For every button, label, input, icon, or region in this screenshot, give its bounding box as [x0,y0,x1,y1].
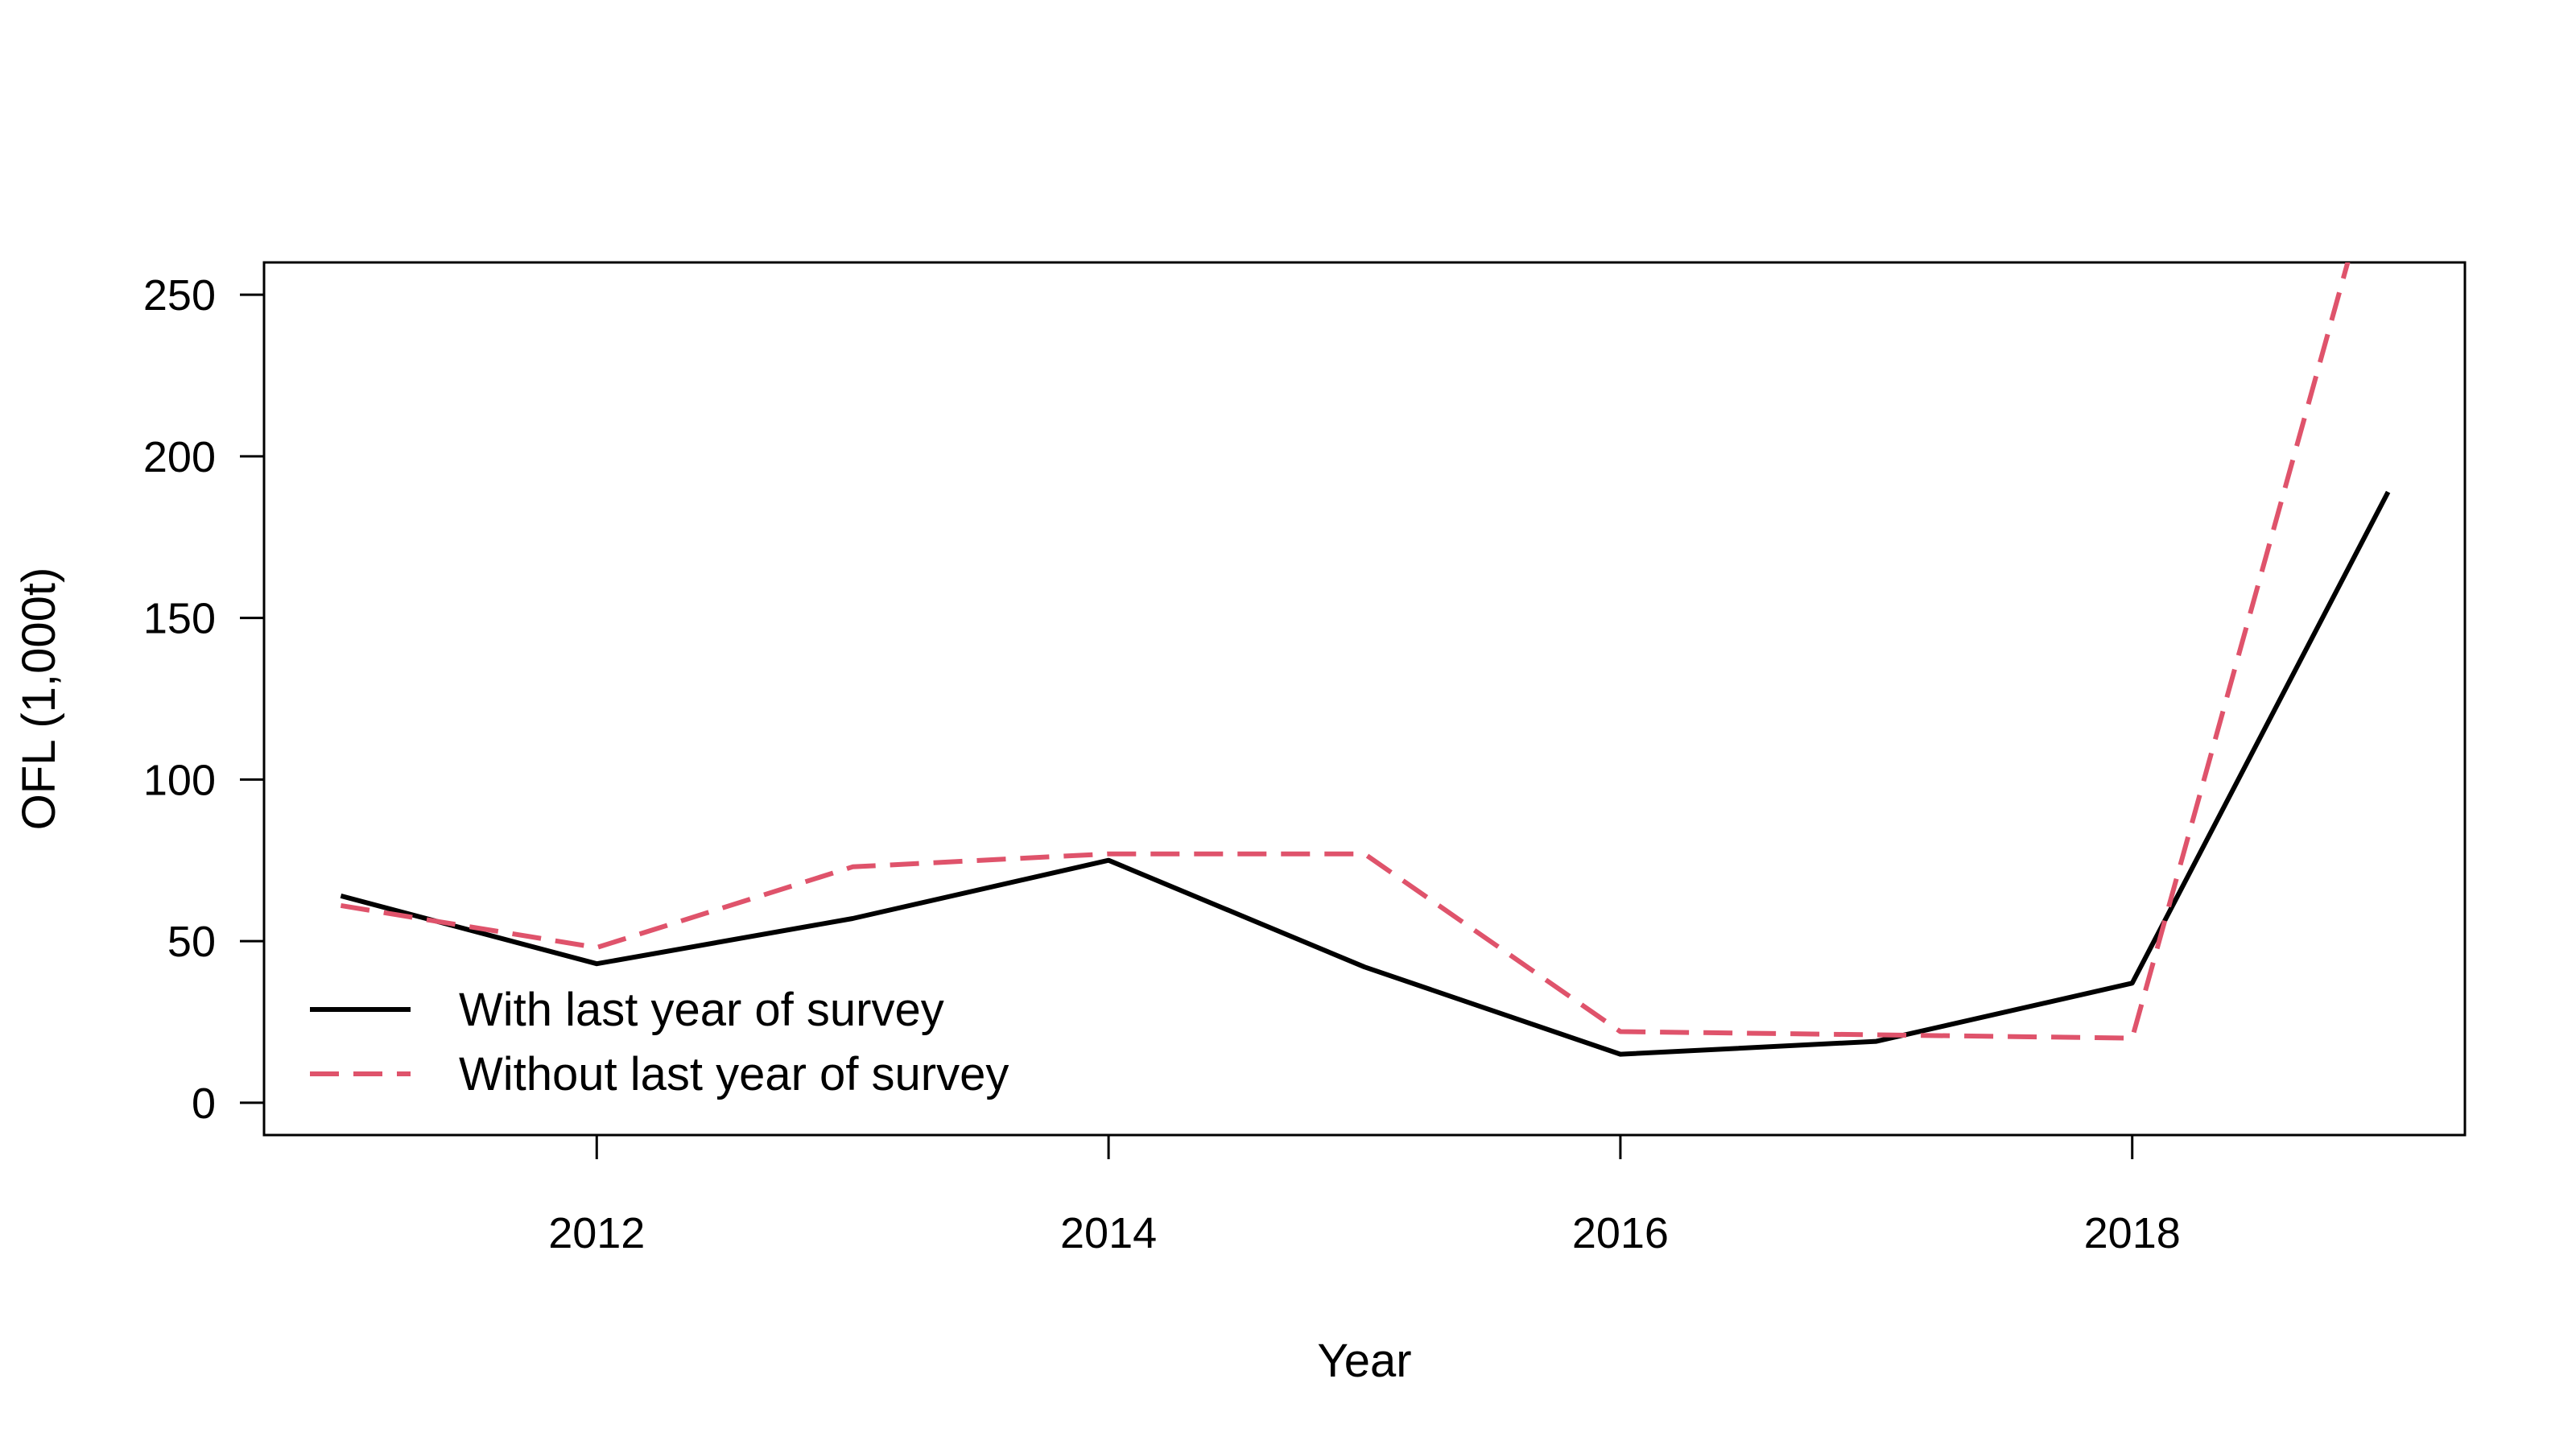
x-axis-title: Year [1317,1335,1411,1387]
series-layer [340,262,2391,1057]
y-tick-label: 50 [167,918,216,966]
legend: With last year of survey Without last yea… [310,984,1009,1100]
y-axis-title: OFL (1,000t) [13,568,65,831]
y-tick-label: 150 [143,595,216,643]
x-tick-label: 2014 [1060,1209,1157,1257]
y-tick-label: 0 [192,1080,216,1128]
legend-label-1: With last year of survey [459,984,944,1036]
legend-label-2: Without last year of survey [459,1048,1009,1100]
x-axis: 2012 2014 2016 2018 [548,1135,2181,1257]
plot-frame [262,261,2467,1137]
y-axis: 0 50 100 150 200 250 [143,271,264,1128]
y-tick-label: 250 [143,271,216,320]
x-tick-label: 2016 [1572,1209,1669,1257]
x-tick-label: 2012 [548,1209,645,1257]
y-tick-label: 100 [143,756,216,804]
x-tick-label: 2018 [2084,1209,2181,1257]
series-line-1 [340,490,2391,1057]
y-tick-label: 200 [143,433,216,481]
series-line-2 [340,262,2351,1041]
